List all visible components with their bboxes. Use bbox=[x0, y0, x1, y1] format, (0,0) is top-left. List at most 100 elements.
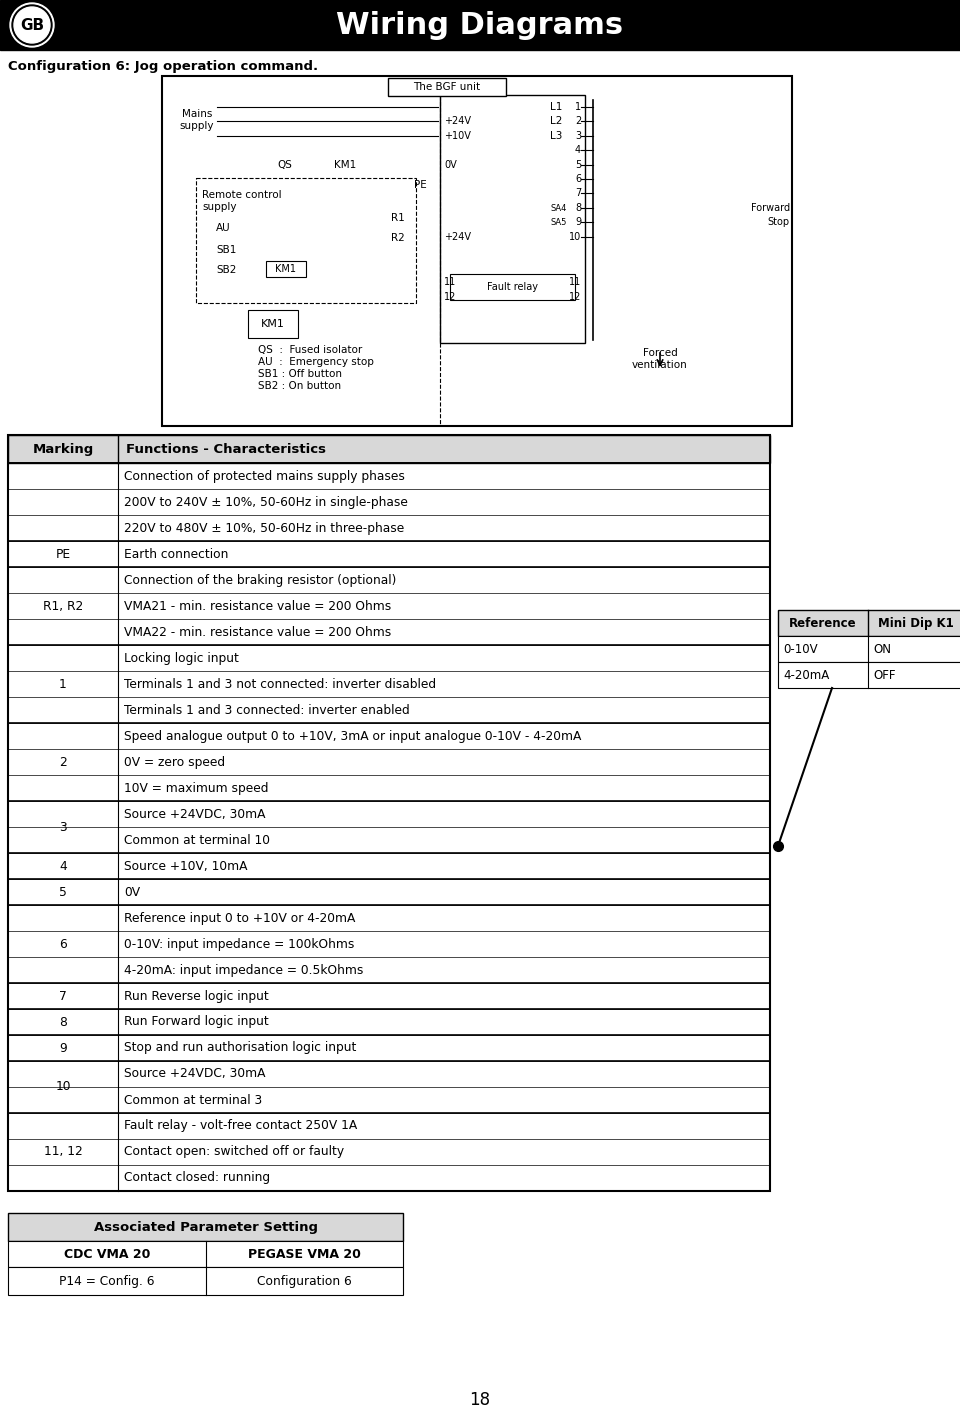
Text: 200V to 240V ± 10%, 50-60Hz in single-phase: 200V to 240V ± 10%, 50-60Hz in single-ph… bbox=[124, 496, 408, 509]
Text: Remote control
supply: Remote control supply bbox=[202, 190, 281, 212]
Text: Connection of the braking resistor (optional): Connection of the braking resistor (opti… bbox=[124, 573, 396, 587]
Text: Fault relay - volt-free contact 250V 1A: Fault relay - volt-free contact 250V 1A bbox=[124, 1120, 357, 1133]
Text: KM1: KM1 bbox=[334, 160, 356, 170]
Text: 12: 12 bbox=[568, 292, 581, 302]
Text: Mains
supply: Mains supply bbox=[180, 108, 214, 131]
Text: Common at terminal 3: Common at terminal 3 bbox=[124, 1093, 262, 1106]
Bar bbox=[196, 178, 416, 304]
Bar bbox=[778, 663, 960, 688]
Text: R1: R1 bbox=[392, 212, 405, 222]
Text: Wiring Diagrams: Wiring Diagrams bbox=[336, 10, 624, 40]
Text: Earth connection: Earth connection bbox=[124, 547, 228, 560]
Text: Common at terminal 10: Common at terminal 10 bbox=[124, 834, 270, 846]
Text: SA5: SA5 bbox=[551, 218, 567, 227]
Text: Marking: Marking bbox=[33, 443, 94, 456]
Bar bbox=[388, 78, 506, 95]
Text: Source +24VDC, 30mA: Source +24VDC, 30mA bbox=[124, 1067, 266, 1080]
Text: 10: 10 bbox=[568, 232, 581, 242]
Text: Configuration 6: Jog operation command.: Configuration 6: Jog operation command. bbox=[8, 60, 318, 73]
Text: SB1 : Off button: SB1 : Off button bbox=[258, 369, 342, 379]
Text: 5: 5 bbox=[575, 160, 581, 170]
Text: +24V: +24V bbox=[444, 232, 471, 242]
Text: AU  :  Emergency stop: AU : Emergency stop bbox=[258, 358, 373, 368]
Text: VMA21 - min. resistance value = 200 Ohms: VMA21 - min. resistance value = 200 Ohms bbox=[124, 600, 392, 613]
Text: AU: AU bbox=[216, 222, 230, 234]
Text: KM1: KM1 bbox=[261, 319, 285, 329]
Bar bbox=[8, 1267, 403, 1295]
Text: Reference input 0 to +10V or 4-20mA: Reference input 0 to +10V or 4-20mA bbox=[124, 912, 355, 925]
Text: 9: 9 bbox=[575, 217, 581, 227]
Text: 5: 5 bbox=[60, 885, 67, 899]
Text: PE: PE bbox=[414, 180, 426, 190]
Text: 0V: 0V bbox=[444, 160, 457, 170]
Circle shape bbox=[14, 7, 50, 43]
Text: Source +10V, 10mA: Source +10V, 10mA bbox=[124, 859, 248, 872]
Text: 11, 12: 11, 12 bbox=[43, 1146, 83, 1159]
Text: 6: 6 bbox=[575, 174, 581, 184]
Text: SA4: SA4 bbox=[551, 204, 567, 212]
Text: 8: 8 bbox=[575, 202, 581, 212]
Text: ON: ON bbox=[873, 643, 891, 656]
Text: 9: 9 bbox=[60, 1042, 67, 1054]
Text: The BGF unit: The BGF unit bbox=[414, 83, 481, 93]
Text: Forced
ventilation: Forced ventilation bbox=[632, 348, 688, 369]
Circle shape bbox=[10, 3, 54, 47]
Text: 7: 7 bbox=[60, 989, 67, 1003]
Text: Forward: Forward bbox=[751, 202, 790, 212]
Text: L1: L1 bbox=[550, 103, 563, 113]
Text: 4-20mA: input impedance = 0.5kOhms: 4-20mA: input impedance = 0.5kOhms bbox=[124, 963, 364, 976]
Text: 18: 18 bbox=[469, 1391, 491, 1409]
Text: 0-10V: input impedance = 100kOhms: 0-10V: input impedance = 100kOhms bbox=[124, 938, 354, 950]
Text: QS: QS bbox=[277, 160, 293, 170]
Text: L2: L2 bbox=[550, 115, 563, 125]
Text: 6: 6 bbox=[60, 938, 67, 950]
Text: +10V: +10V bbox=[444, 131, 470, 141]
Text: 4-20mA: 4-20mA bbox=[783, 668, 829, 681]
Text: QS  :  Fused isolator: QS : Fused isolator bbox=[258, 345, 362, 355]
Text: 11: 11 bbox=[444, 276, 456, 286]
Text: 0V = zero speed: 0V = zero speed bbox=[124, 755, 226, 768]
Text: Fault relay: Fault relay bbox=[487, 282, 538, 292]
Text: 1: 1 bbox=[60, 677, 67, 691]
Text: P14 = Config. 6: P14 = Config. 6 bbox=[59, 1274, 155, 1288]
Text: Configuration 6: Configuration 6 bbox=[257, 1274, 351, 1288]
Bar bbox=[266, 261, 306, 276]
Text: Contact closed: running: Contact closed: running bbox=[124, 1171, 270, 1184]
Text: 4: 4 bbox=[575, 145, 581, 155]
Text: +24V: +24V bbox=[444, 115, 471, 125]
Text: Stop: Stop bbox=[768, 217, 790, 227]
Bar bbox=[8, 435, 770, 1191]
Text: 7: 7 bbox=[575, 188, 581, 198]
Bar bbox=[162, 76, 792, 426]
Text: SB2 : On button: SB2 : On button bbox=[258, 380, 341, 390]
Text: PE: PE bbox=[56, 547, 71, 560]
Text: 4: 4 bbox=[60, 859, 67, 872]
Text: CDC VMA 20: CDC VMA 20 bbox=[63, 1247, 150, 1261]
Text: Contact open: switched off or faulty: Contact open: switched off or faulty bbox=[124, 1146, 344, 1159]
Text: 2: 2 bbox=[60, 755, 67, 768]
Bar bbox=[248, 311, 298, 338]
Text: 0V: 0V bbox=[124, 885, 140, 899]
Bar bbox=[8, 1241, 403, 1267]
Text: SB2: SB2 bbox=[216, 265, 236, 275]
Text: 8: 8 bbox=[60, 1016, 67, 1029]
Bar bbox=[450, 274, 575, 301]
Text: PEGASE VMA 20: PEGASE VMA 20 bbox=[248, 1247, 361, 1261]
Text: 10V = maximum speed: 10V = maximum speed bbox=[124, 781, 269, 795]
Text: L3: L3 bbox=[550, 131, 563, 141]
Text: Connection of protected mains supply phases: Connection of protected mains supply pha… bbox=[124, 469, 405, 483]
Circle shape bbox=[12, 6, 52, 46]
Text: Run Reverse logic input: Run Reverse logic input bbox=[124, 989, 269, 1003]
Text: 3: 3 bbox=[575, 131, 581, 141]
Bar bbox=[8, 435, 770, 463]
Text: Reference: Reference bbox=[789, 617, 857, 630]
Bar bbox=[778, 610, 960, 636]
Bar bbox=[440, 95, 585, 343]
Text: 3: 3 bbox=[60, 821, 67, 834]
Text: VMA22 - min. resistance value = 200 Ohms: VMA22 - min. resistance value = 200 Ohms bbox=[124, 626, 392, 638]
Text: Stop and run authorisation logic input: Stop and run authorisation logic input bbox=[124, 1042, 356, 1054]
Text: Source +24VDC, 30mA: Source +24VDC, 30mA bbox=[124, 808, 266, 821]
Text: Functions - Characteristics: Functions - Characteristics bbox=[126, 443, 326, 456]
Text: Terminals 1 and 3 connected: inverter enabled: Terminals 1 and 3 connected: inverter en… bbox=[124, 704, 410, 717]
Text: 0-10V: 0-10V bbox=[783, 643, 818, 656]
